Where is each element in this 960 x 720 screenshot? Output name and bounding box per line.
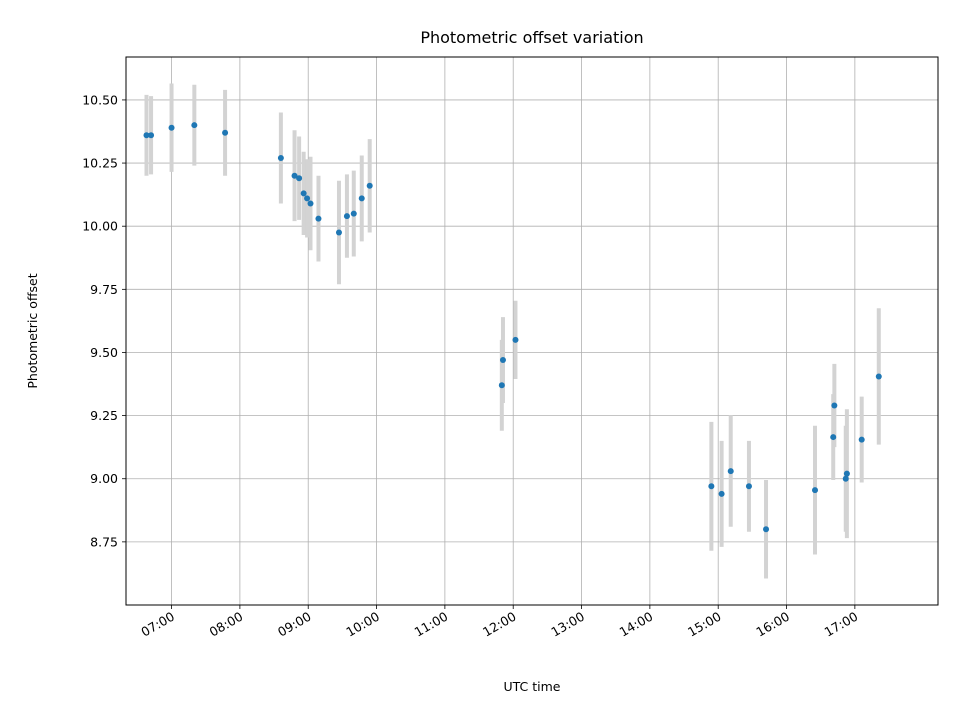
y-tick-label: 9.25	[90, 408, 118, 423]
y-tick-label: 10.25	[82, 156, 118, 171]
plot-frame	[125, 56, 939, 606]
data-point	[858, 436, 865, 443]
y-axis-label: Photometric offset	[25, 273, 40, 388]
y-axis-ticks: 8.75 9.00 9.25 9.50 9.75 10.00 10.25 10.50	[82, 92, 126, 549]
y-tick-label: 10.50	[82, 92, 118, 107]
data-point	[727, 468, 734, 475]
data-point	[812, 487, 819, 494]
y-tick-label: 8.75	[90, 534, 118, 549]
data-point	[718, 490, 725, 497]
data-point	[343, 213, 350, 220]
data-point	[335, 229, 342, 236]
data-point	[296, 175, 303, 182]
grid	[126, 57, 938, 605]
data-point	[358, 195, 365, 202]
data-point	[745, 483, 752, 490]
y-tick-label: 9.50	[90, 345, 118, 360]
data-point	[499, 357, 506, 364]
data-point	[366, 182, 373, 189]
data-point	[350, 210, 357, 217]
data-point	[708, 483, 715, 490]
data-point	[315, 215, 322, 222]
data-point	[304, 195, 311, 202]
data-point	[831, 402, 838, 409]
y-tick-label: 9.00	[90, 471, 118, 486]
y-tick-label: 9.75	[90, 282, 118, 297]
data-points	[143, 122, 882, 533]
data-point	[168, 124, 175, 131]
data-point	[191, 122, 198, 129]
data-point	[277, 155, 284, 162]
y-tick-label: 10.00	[82, 219, 118, 234]
data-point	[875, 373, 882, 380]
data-point	[307, 200, 314, 207]
x-axis-label: UTC time	[504, 679, 561, 694]
chart-title: Photometric offset variation	[420, 28, 643, 47]
data-point	[222, 129, 229, 136]
data-point	[843, 470, 850, 477]
data-point	[300, 190, 307, 197]
data-point	[830, 434, 837, 441]
data-point	[148, 132, 155, 139]
data-point	[498, 382, 505, 389]
data-point	[512, 336, 519, 343]
data-point	[842, 475, 849, 482]
data-point	[143, 132, 150, 139]
data-point	[291, 172, 298, 179]
data-point	[763, 526, 770, 533]
